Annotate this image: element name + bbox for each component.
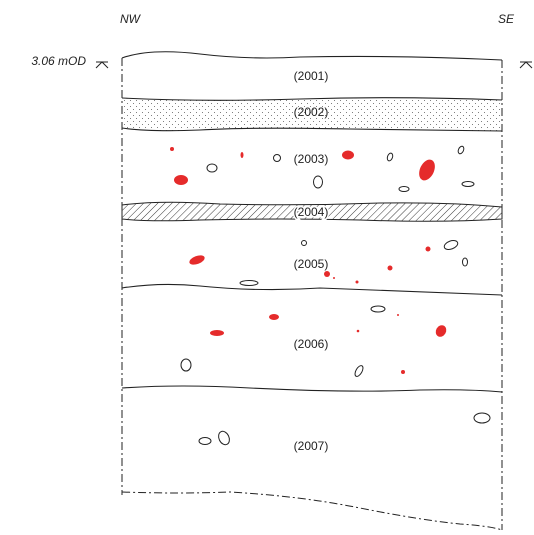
datum-label: 3.06 mOD	[31, 54, 86, 68]
layer-label: (2003)	[294, 152, 329, 166]
red-inclusions	[170, 147, 447, 374]
stones	[180, 145, 491, 446]
layer-label: (2006)	[294, 337, 329, 351]
layer-labels: (2001) (2002) (2003) (2004) (2005) (2006…	[292, 69, 330, 453]
datum-symbol	[95, 61, 533, 69]
layer-label: (2001)	[294, 69, 329, 83]
layer-2002-fill	[122, 97, 502, 131]
boundary	[121, 97, 503, 101]
orientation-right: SE	[498, 12, 515, 26]
layer-label: (2004)	[294, 205, 329, 219]
layer-label: (2002)	[294, 105, 329, 119]
orientation-left: NW	[120, 12, 142, 26]
base-limit	[121, 491, 503, 531]
boundary	[121, 51, 503, 61]
boundary	[121, 283, 503, 296]
boundary	[121, 127, 503, 132]
boundary	[121, 385, 503, 393]
layer-label: (2007)	[294, 439, 329, 453]
layer-2004-fill	[121, 201, 503, 222]
layer-label: (2005)	[294, 257, 329, 271]
